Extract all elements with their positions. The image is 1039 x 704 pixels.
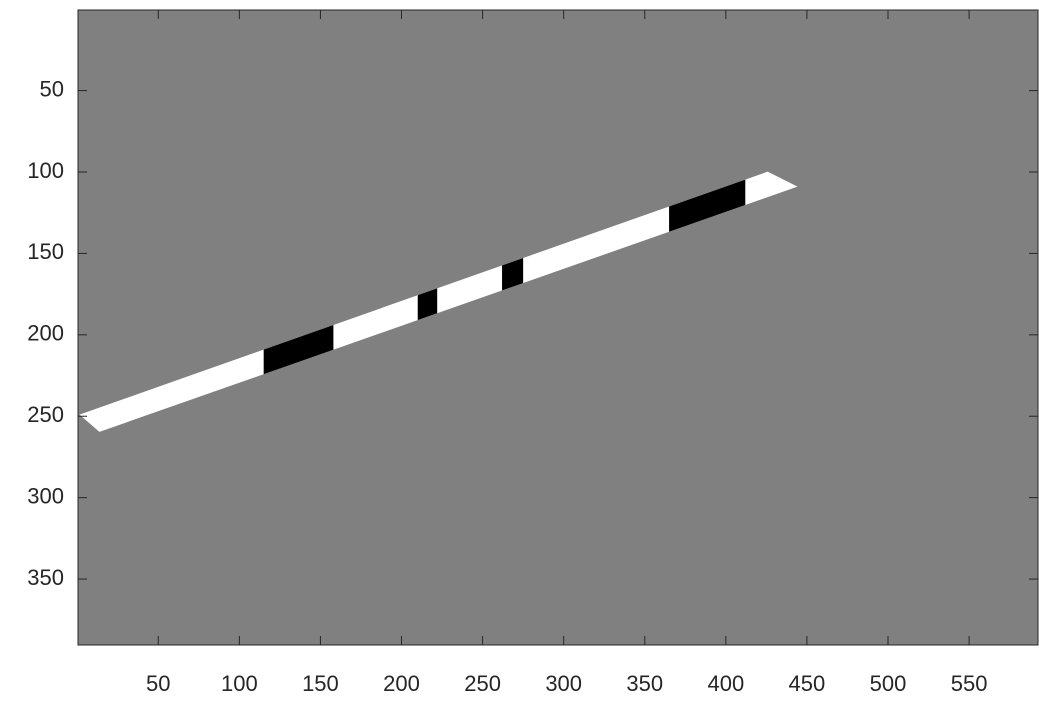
x-tick-label: 250 — [464, 671, 501, 696]
y-tick-label: 200 — [27, 321, 64, 346]
chart: 50 100 150 200 250 300 350 400 450 500 550 50 100 150… — [0, 0, 1039, 704]
x-tick-label: 200 — [383, 671, 420, 696]
x-tick-label: 50 — [146, 671, 170, 696]
x-tick-label: 500 — [870, 671, 907, 696]
x-tick-label: 150 — [302, 671, 339, 696]
x-tick-label: 450 — [789, 671, 826, 696]
y-tick-label: 150 — [27, 239, 64, 264]
y-tick-label: 100 — [27, 158, 64, 183]
y-tick-label: 300 — [27, 483, 64, 508]
y-tick-label: 50 — [40, 76, 64, 101]
x-tick-label: 100 — [221, 671, 258, 696]
x-tick-label: 350 — [626, 671, 663, 696]
x-tick-label: 300 — [545, 671, 582, 696]
x-tick-label: 400 — [707, 671, 744, 696]
y-tick-label: 250 — [27, 402, 64, 427]
x-tick-label: 550 — [951, 671, 988, 696]
page: 50 100 150 200 250 300 350 400 450 500 550 50 100 150… — [0, 0, 1039, 704]
image-background — [78, 10, 1038, 645]
y-tick-label: 350 — [27, 565, 64, 590]
